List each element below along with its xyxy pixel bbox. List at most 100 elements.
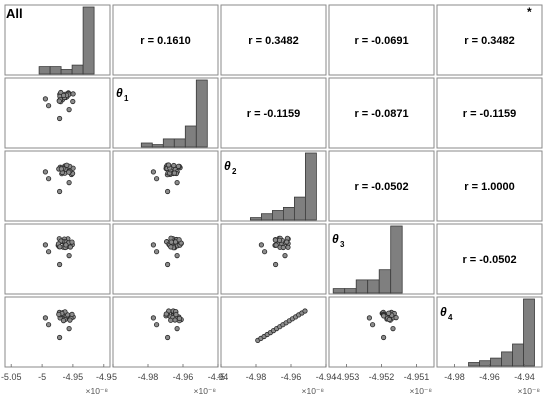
x-tick-label-1-4: -4.9 — [96, 372, 112, 382]
variable-sub-1: 1 — [124, 94, 129, 103]
scatter-point-r4-c2-25 — [174, 253, 180, 259]
x-tick-label-2-2: -4.98 — [138, 372, 159, 382]
correlation-label-r2-c5: r = -0.1159 — [463, 108, 517, 120]
scatter-point-r3-c1-26 — [56, 188, 63, 195]
hist-bar-4-6 — [390, 225, 403, 294]
variable-sub-3: 3 — [340, 240, 345, 249]
scatter-point-r5-c1-25 — [66, 325, 72, 332]
x-axes: -5.05 -5 -4.95 -4.9×10⁻⁸-5 -4.98 -4.96 -4.94×1… — [1, 364, 540, 396]
x-exponent-2: ×10⁻⁸ — [194, 386, 217, 396]
scatter-point-r3-c2-15 — [171, 170, 178, 176]
x-tick-label-5-1: -4.98 — [444, 372, 465, 382]
chart-marks — [38, 6, 535, 367]
scatter-point-r3-c2-25 — [174, 180, 180, 186]
scatter-point-r3-c1-23 — [42, 169, 49, 175]
panel-r1-c5 — [436, 4, 543, 76]
scatter-point-r5-c4-20 — [386, 316, 392, 323]
scatter-point-r4-c1-25 — [66, 253, 72, 259]
panel-r4-c2 — [112, 223, 219, 295]
scatter-point-r3-c1-25 — [66, 180, 72, 186]
hist-bar-2-4 — [173, 138, 186, 148]
hist-bar-5-4 — [501, 351, 513, 367]
scatter-point-r5-c4-15 — [393, 314, 399, 321]
corner-label: All — [6, 6, 23, 21]
scatter-point-r4-c3-21 — [273, 242, 279, 248]
x-exponent-5: ×10⁻⁸ — [518, 386, 541, 396]
scatter-point-r4-c2-23 — [150, 242, 156, 248]
scatter-point-r3-c1-22 — [66, 169, 72, 175]
scatter-point-r3-c2-26 — [165, 188, 171, 195]
panel-r5-c4 — [328, 296, 435, 368]
hist-bar-1-5 — [71, 64, 84, 75]
correlation-label-r3-c4: r = -0.0502 — [354, 181, 408, 193]
x-exponent-1: ×10⁻⁸ — [86, 386, 109, 396]
scatter-point-r5-c4-25 — [390, 325, 396, 332]
panel-r3-c2 — [112, 150, 219, 222]
scatter-point-r3-c2-21 — [175, 163, 182, 169]
hist-bar-3-6 — [304, 152, 317, 221]
scatter-point-r4-c1-26 — [56, 261, 63, 268]
correlation-label-r2-c3: r = -0.1159 — [247, 108, 301, 120]
x-tick-label-1-3: -4.95 — [63, 372, 84, 382]
x-tick-label-3-2: -4.98 — [246, 372, 267, 382]
hist-bar-2-3 — [162, 138, 175, 148]
hist-bar-1-6 — [82, 6, 95, 75]
hist-bar-5-2 — [479, 360, 491, 367]
variable-label-3: θ — [332, 232, 339, 246]
scatter-point-r4-c2-22 — [168, 239, 174, 245]
x-tick-label-1-2: -5 — [38, 372, 46, 382]
scatter-point-r5-c3-16 — [302, 308, 308, 314]
scatter-point-r2-c1-25 — [66, 107, 72, 113]
scatter-point-r4-c2-26 — [165, 261, 171, 268]
panel-grid — [4, 4, 543, 368]
scatter-point-r3-c2-22 — [166, 162, 172, 168]
scatter-point-r2-c1-12 — [70, 98, 76, 105]
hist-bar-5-3 — [490, 357, 502, 367]
scatter-point-r5-c2-22 — [168, 317, 174, 323]
scatter-point-r5-c1-24 — [45, 322, 52, 328]
x-tick-label-3-1: -5 — [217, 372, 225, 382]
correlation-label-r1-c3: r = 0.3482 — [248, 35, 298, 47]
scatter-point-r2-c1-23 — [42, 96, 49, 102]
scatter-point-r2-c1-26 — [56, 115, 63, 122]
scatter-point-r4-c3-26 — [272, 261, 279, 268]
scatter-point-r5-c4-22 — [385, 310, 392, 316]
panel-r4-c5 — [436, 223, 543, 295]
scatter-point-r4-c3-17 — [285, 244, 291, 250]
scatter-point-r4-c1-23 — [42, 242, 49, 248]
scatter-point-r4-c1-16 — [57, 244, 63, 250]
hist-bar-5-1 — [468, 362, 480, 367]
hist-bar-5-5 — [512, 343, 524, 367]
panel-r3-c1 — [4, 150, 111, 222]
scatter-point-r4-c2-19 — [168, 244, 174, 250]
scatter-point-r2-c1-21 — [60, 92, 67, 99]
correlation-label-r3-c5: r = 1.0000 — [464, 181, 514, 193]
scatter-point-r4-c3-24 — [261, 249, 268, 255]
scatter-point-r4-c3-22 — [280, 244, 286, 251]
correlation-label-r1-c2: r = 0.1610 — [140, 35, 190, 47]
x-tick-label-5-2: -4.96 — [479, 372, 500, 382]
panel-r5-c1 — [4, 296, 111, 368]
scatter-point-r4-c1-21 — [63, 242, 69, 248]
hist-bar-4-3 — [355, 279, 369, 294]
scatter-point-r5-c4-24 — [369, 322, 376, 328]
scatter-point-r5-c4-26 — [380, 334, 387, 341]
scatter-point-r4-c2-21 — [176, 237, 182, 243]
scatter-point-r4-c1-20 — [69, 239, 75, 245]
scatter-point-r5-c1-21 — [56, 311, 62, 317]
scatter-point-r5-c1-19 — [69, 311, 75, 317]
panel-r3-c5 — [436, 150, 543, 222]
panel-r1-c2 — [112, 4, 219, 76]
hist-bar-3-4 — [282, 206, 295, 221]
panel-r2-c1 — [4, 77, 111, 149]
scatter-point-r3-c2-23 — [150, 169, 156, 175]
scatter-point-r4-c2-24 — [154, 249, 160, 255]
scatter-point-r3-c1-24 — [45, 176, 52, 182]
x-tick-label-2-3: -4.96 — [173, 372, 194, 382]
panel-r2-c5 — [436, 77, 543, 149]
hist-bar-3-3 — [271, 210, 284, 221]
panel-r4-c3 — [220, 223, 327, 295]
scatter-point-r4-c3-25 — [282, 253, 288, 259]
hist-bar-2-2 — [151, 144, 164, 148]
